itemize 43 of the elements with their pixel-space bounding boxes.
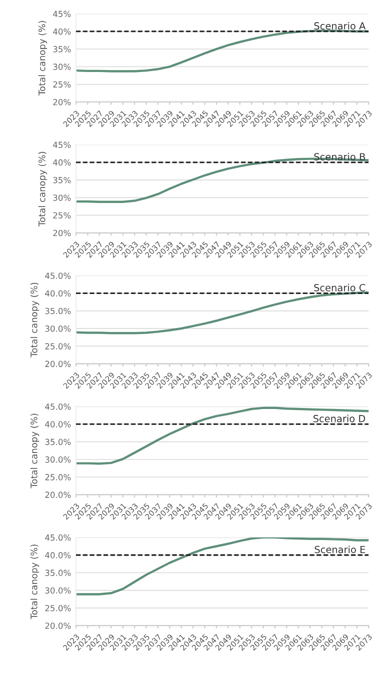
y-tick-label: 40.0% bbox=[45, 290, 71, 297]
y-tick-label: 20.0% bbox=[45, 360, 71, 368]
y-axis-title: Total canopy (%) bbox=[30, 544, 40, 620]
y-tick-label: 20% bbox=[53, 230, 71, 236]
y-tick-label: 25% bbox=[53, 81, 71, 88]
y-tick-label: 45.0% bbox=[45, 534, 71, 541]
y-tick-label: 25% bbox=[53, 212, 71, 219]
ref-line-label: Scenario E bbox=[314, 546, 366, 554]
ref-line-label: Scenario D bbox=[313, 414, 366, 422]
y-tick-label: 20.0% bbox=[45, 622, 71, 629]
y-tick-label: 30% bbox=[53, 64, 71, 70]
y-tick-label: 20.0% bbox=[45, 492, 71, 498]
y-tick-label: 25.0% bbox=[45, 343, 71, 350]
line-series bbox=[76, 537, 369, 596]
y-tick-label: 45.0% bbox=[45, 272, 71, 279]
y-tick-label: 40.0% bbox=[45, 552, 71, 558]
ref-line-label: Scenario C bbox=[314, 284, 366, 292]
y-tick-label: 25.0% bbox=[45, 474, 71, 480]
y-axis-title: Total canopy (%) bbox=[30, 414, 40, 488]
y-tick-label: 25.0% bbox=[45, 604, 71, 612]
y-tick-label: 35.0% bbox=[45, 308, 71, 314]
line-series bbox=[76, 30, 369, 72]
y-tick-label: 30.0% bbox=[45, 325, 71, 332]
y-tick-label: 20% bbox=[53, 98, 71, 106]
y-tick-label: 45.0% bbox=[45, 403, 71, 410]
y-tick-label: 40.0% bbox=[45, 421, 71, 428]
y-tick-label: 45% bbox=[53, 142, 71, 148]
y-tick-label: 35% bbox=[53, 46, 71, 52]
y-tick-label: 30% bbox=[53, 194, 71, 201]
y-tick-label: 35.0% bbox=[45, 570, 71, 576]
y-tick-label: 40% bbox=[53, 28, 71, 35]
line-series bbox=[76, 406, 369, 465]
y-tick-label: 30.0% bbox=[45, 587, 71, 594]
y-axis-title: Total canopy (%) bbox=[38, 21, 48, 96]
ref-line-label: Scenario A bbox=[314, 22, 366, 30]
y-tick-label: 40% bbox=[53, 159, 71, 166]
y-tick-label: 45% bbox=[53, 10, 71, 18]
y-tick-label: 30.0% bbox=[45, 456, 71, 463]
line-series bbox=[76, 291, 369, 334]
y-tick-label: 35% bbox=[53, 176, 71, 184]
y-axis-title: Total canopy (%) bbox=[38, 152, 48, 226]
y-tick-label: 35.0% bbox=[45, 438, 71, 446]
y-axis-title: Total canopy (%) bbox=[30, 282, 40, 358]
